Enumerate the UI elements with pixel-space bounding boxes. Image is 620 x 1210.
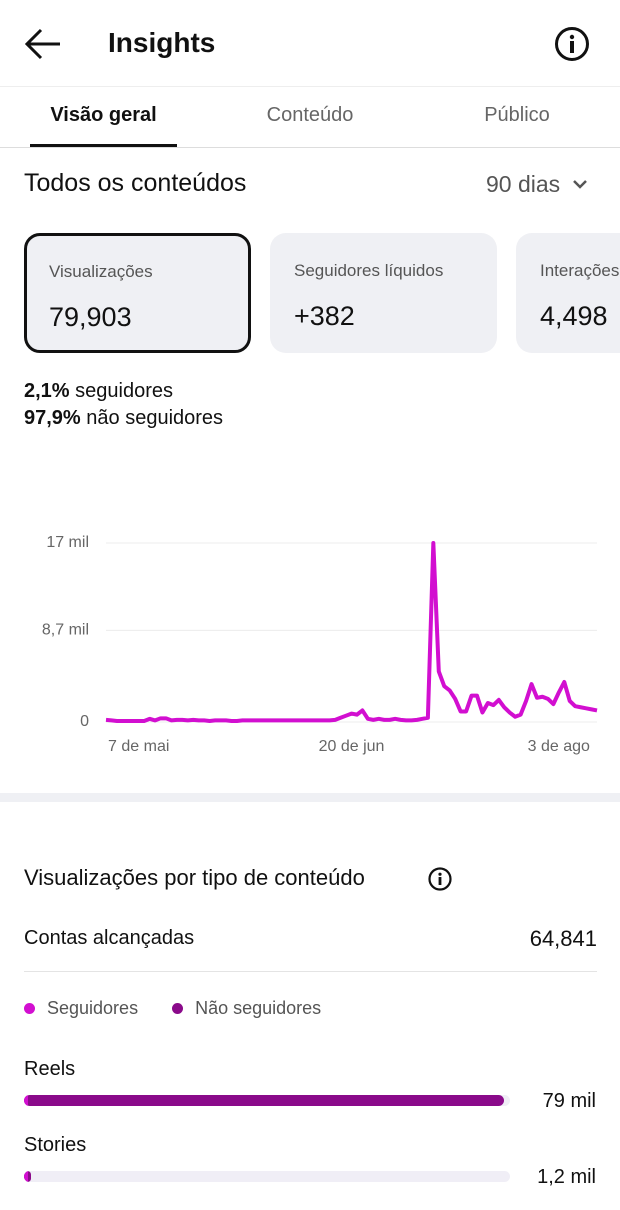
legend-item: Não seguidores <box>172 998 321 1019</box>
x-tick-label: 20 de jun <box>319 738 385 755</box>
y-tick-label: 0 <box>80 713 89 730</box>
reached-value: 64,841 <box>529 926 597 951</box>
legend: Seguidores Não seguidores <box>24 998 321 1019</box>
reached-label: Contas alcançadas <box>24 927 195 949</box>
info-button[interactable] <box>554 26 590 62</box>
tab[interactable]: Público <box>484 104 550 126</box>
bar <box>24 1095 504 1106</box>
legend-label: Seguidores <box>47 998 139 1018</box>
metric-card[interactable]: Visualizações 79,903 <box>24 233 251 353</box>
card-label: Seguidores líquidos <box>294 261 444 280</box>
divider <box>0 147 620 148</box>
y-tick-label: 17 mil <box>46 534 89 551</box>
bar-track <box>24 1095 510 1106</box>
bar <box>24 1171 32 1182</box>
metric-card[interactable]: Interações 4,498 <box>516 233 620 353</box>
card-value: 79,903 <box>49 302 132 332</box>
back-button[interactable] <box>24 28 62 60</box>
card-label: Interações <box>540 261 620 280</box>
x-tick-label: 3 de ago <box>528 738 590 755</box>
legend-label: Não seguidores <box>195 998 322 1018</box>
period-selector[interactable]: 90 dias <box>486 171 561 197</box>
bar-cap <box>24 1171 28 1182</box>
summary-line: 2,1% seguidores <box>24 380 173 403</box>
bar-value-label: 1,2 mil <box>537 1166 596 1188</box>
section-separator <box>0 793 620 802</box>
tab[interactable]: Conteúdo <box>266 104 354 126</box>
summary-text: não seguidores <box>86 407 224 429</box>
divider <box>0 86 620 87</box>
bar-track <box>24 1171 510 1182</box>
info-icon[interactable] <box>427 866 453 892</box>
legend-item: Seguidores <box>24 998 138 1019</box>
breakdown-title: Visualizações por tipo de conteúdo <box>24 865 365 890</box>
card-value: +382 <box>294 301 355 331</box>
legend-dot <box>172 1003 184 1014</box>
chevron <box>573 180 587 189</box>
line-series <box>105 541 598 723</box>
metric-card[interactable]: Seguidores líquidos +382 <box>270 233 497 353</box>
bar-label: Stories <box>24 1134 87 1156</box>
legend-dot <box>24 1003 35 1014</box>
percent: 97,9% <box>24 407 81 429</box>
summary-line: 97,9% não seguidores <box>24 407 223 430</box>
bar-cap <box>24 1095 28 1106</box>
bar-value-label: 79 mil <box>542 1090 596 1112</box>
summary-text: seguidores <box>75 380 173 402</box>
section-title: Todos os conteúdos <box>24 169 247 197</box>
percent: 2,1% <box>24 380 70 402</box>
x-tick-label: 7 de mai <box>108 738 169 755</box>
tab-indicator <box>30 144 177 147</box>
bar-label: Reels <box>24 1058 76 1080</box>
tab[interactable]: Visão geral <box>50 104 157 126</box>
y-tick-label: 8,7 mil <box>42 622 89 639</box>
divider <box>24 971 597 972</box>
card-label: Visualizações <box>49 262 153 281</box>
line-chart: 0 8,7 mil 17 mil 7 de mai 20 de jun 3 de ago <box>42 534 598 755</box>
card-value: 4,498 <box>540 301 608 331</box>
header-title: Insights <box>108 27 216 58</box>
